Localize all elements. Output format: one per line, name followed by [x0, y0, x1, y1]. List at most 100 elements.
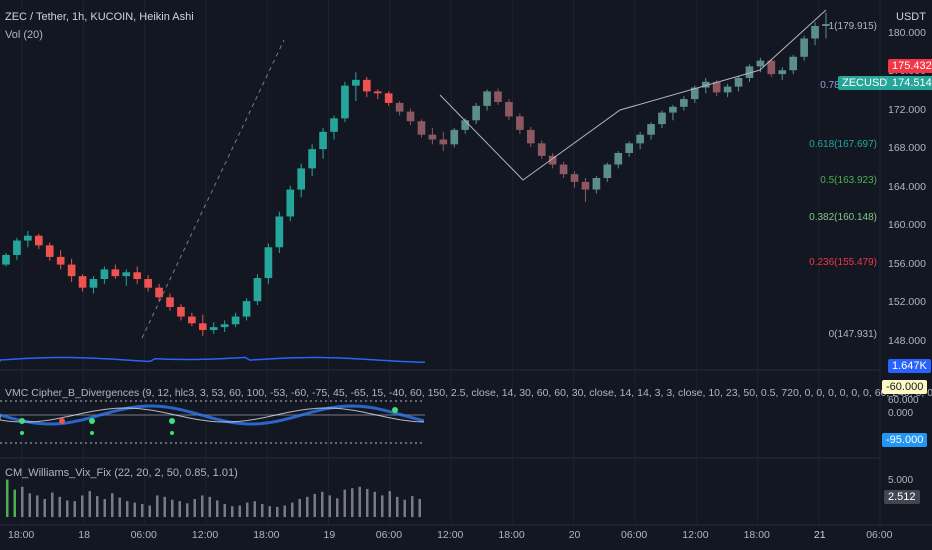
- candle: [734, 76, 743, 92]
- vmc-signal-dot: [392, 407, 398, 413]
- candle-body: [395, 102, 404, 112]
- price-tick-label: 148.000: [888, 334, 926, 347]
- candle-body: [625, 143, 634, 153]
- volume-ma-line: [0, 356, 426, 364]
- symbol-box: ZECUSDT: [838, 76, 898, 90]
- candle: [111, 264, 120, 280]
- candle-body: [198, 323, 207, 331]
- candle: [559, 161, 568, 178]
- wvf-bar: [58, 496, 61, 517]
- wvf-bar: [126, 501, 129, 517]
- wvf-bar: [178, 501, 181, 517]
- candle-body: [384, 93, 393, 103]
- wvf-bar: [43, 499, 46, 517]
- candle: [603, 162, 612, 182]
- candle-body: [78, 276, 87, 288]
- vmc-box-low: -95.000: [882, 433, 928, 447]
- time-tick-label: 20: [568, 529, 581, 541]
- candle: [417, 119, 426, 138]
- time-tick-label: 18:00: [498, 529, 525, 541]
- candle: [669, 104, 677, 121]
- candle: [614, 151, 623, 169]
- candle: [56, 250, 65, 270]
- candle: [647, 122, 655, 140]
- volume-label: Vol (20): [5, 29, 43, 41]
- candle: [89, 276, 98, 294]
- wvf-bar: [66, 500, 69, 517]
- candle: [67, 258, 76, 282]
- candle-body: [690, 87, 699, 100]
- candle: [242, 298, 251, 321]
- candle-body: [406, 111, 415, 122]
- candle-body: [56, 256, 65, 265]
- wvf-bar: [186, 503, 189, 517]
- candle: [537, 140, 546, 159]
- candle-body: [253, 278, 262, 302]
- candle-body: [286, 189, 295, 217]
- candle-body: [669, 106, 677, 113]
- trend-line: [439, 9, 827, 181]
- wvf-bar: [381, 495, 384, 517]
- wvf-bar: [253, 501, 256, 517]
- price-tick-label: 172.000: [888, 103, 926, 116]
- wvf-bar: [193, 499, 196, 517]
- candle: [505, 99, 513, 121]
- candle: [767, 58, 776, 77]
- time-tick-label: 18:00: [8, 529, 35, 541]
- candle-body: [712, 81, 721, 93]
- candle-body: [636, 134, 644, 144]
- wvf-bar: [343, 489, 346, 517]
- wvf-bar: [313, 493, 316, 517]
- wvf-title: CM_Williams_Vix_Fix (22, 20, 2, 50, 0.85…: [5, 467, 238, 479]
- candle-body: [177, 306, 185, 317]
- time-tick-label: 18: [78, 529, 90, 541]
- fib-level-label: 0(147.931): [828, 329, 877, 341]
- candle-body: [822, 24, 830, 26]
- wvf-bar: [268, 506, 271, 517]
- candle-body: [242, 301, 251, 317]
- wvf-bar: [216, 500, 219, 517]
- candle-body: [483, 91, 491, 106]
- wvf-bar: [411, 496, 414, 517]
- candle-body: [570, 174, 579, 182]
- candle-body: [155, 287, 163, 298]
- candle: [723, 83, 732, 98]
- wvf-bar: [396, 496, 399, 517]
- candle-body: [362, 79, 371, 92]
- wvf-bar: [81, 495, 84, 517]
- wvf-bar: [358, 486, 361, 517]
- wvf-bar: [13, 489, 16, 517]
- candle-body: [24, 235, 32, 241]
- candle: [450, 127, 459, 148]
- vmc-title: VMC Cipher_B_Divergences (9, 12, hlc3, 3…: [5, 387, 932, 399]
- candle-body: [537, 143, 546, 156]
- candle: [330, 115, 338, 140]
- candle-body: [264, 247, 273, 279]
- candle: [275, 211, 284, 254]
- candle-body: [800, 38, 808, 57]
- wvf-bar: [261, 504, 264, 517]
- candle: [45, 242, 54, 261]
- candle-body: [581, 181, 590, 190]
- vmc-wave2: [0, 407, 425, 423]
- wvf-bar: [163, 496, 166, 517]
- candle-body: [111, 269, 120, 277]
- time-tick-label: 12:00: [682, 529, 709, 541]
- candle-body: [494, 91, 502, 102]
- candle-body: [450, 129, 459, 145]
- wvf-bar: [28, 493, 31, 517]
- candle: [100, 266, 109, 284]
- candle: [625, 141, 634, 157]
- wvf-bar: [373, 491, 376, 517]
- wvf-bar: [321, 491, 324, 517]
- candle: [570, 171, 579, 188]
- time-tick-label: 12:00: [437, 529, 464, 541]
- candle: [548, 152, 557, 169]
- candle-body: [811, 25, 819, 39]
- candle-body: [373, 91, 382, 94]
- candle: [789, 54, 798, 75]
- candle-body: [220, 324, 229, 328]
- candle: [78, 274, 87, 292]
- candle: [516, 113, 524, 134]
